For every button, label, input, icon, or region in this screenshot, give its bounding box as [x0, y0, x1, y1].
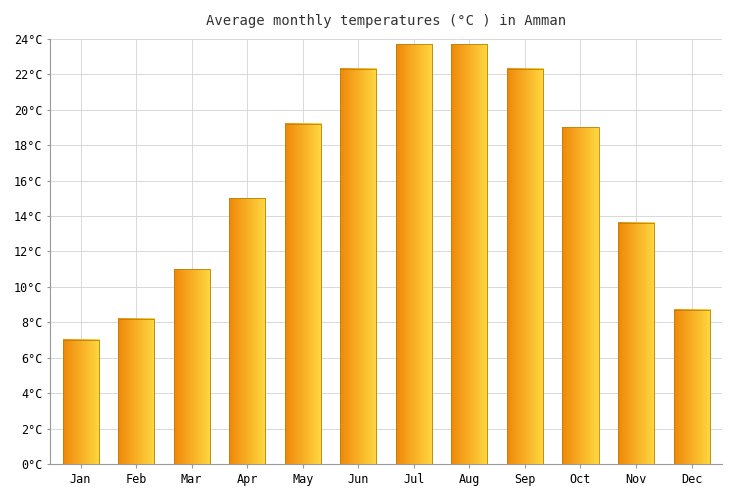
Title: Average monthly temperatures (°C ) in Amman: Average monthly temperatures (°C ) in Am… [206, 14, 566, 28]
Bar [229, 198, 265, 464]
Bar [285, 124, 321, 464]
Bar [618, 223, 654, 464]
Bar [63, 340, 99, 464]
Bar [451, 44, 487, 464]
Bar [673, 310, 710, 464]
Bar [396, 44, 432, 464]
Bar [118, 319, 154, 464]
Bar [507, 69, 543, 464]
Bar [340, 69, 376, 464]
Bar [174, 269, 210, 464]
Bar [562, 128, 598, 464]
